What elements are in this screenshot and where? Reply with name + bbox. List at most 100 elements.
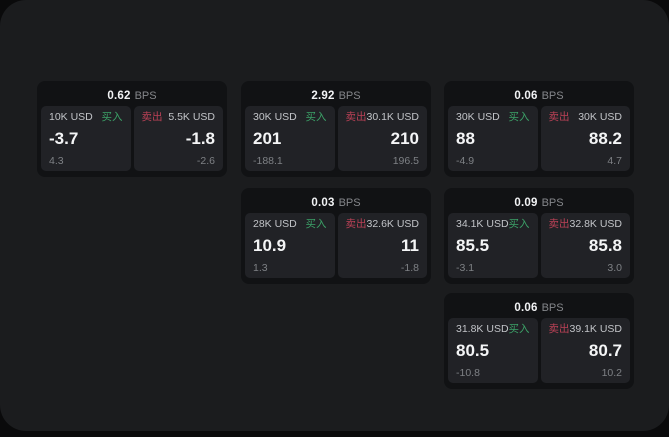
sell-amount: 32.6K USD (366, 218, 420, 230)
buy-sub-value: -188.1 (253, 155, 283, 167)
quote-card: 0.62 BPS 10K USD 买入 -3.7 4.3 卖出 5.5K USD (37, 81, 227, 177)
card-body: 31.8K USD 买入 80.5 -10.8 卖出 39.1K USD 80.… (448, 318, 630, 383)
buy-sub-value: 1.3 (253, 262, 268, 274)
sell-sub-value: 10.2 (601, 367, 622, 379)
buy-header-row: 34.1K USD 买入 (456, 218, 530, 230)
buy-price: 85.5 (456, 236, 490, 255)
card-body: 10K USD 买入 -3.7 4.3 卖出 5.5K USD -1.8 -2.… (41, 106, 223, 171)
buy-amount: 10K USD (49, 111, 93, 123)
bps-value: 0.09 (514, 196, 538, 209)
sell-header-row: 卖出 32.6K USD (346, 218, 420, 230)
card-body: 34.1K USD 买入 85.5 -3.1 卖出 32.8K USD 85.8… (448, 213, 630, 278)
buy-amount: 31.8K USD (456, 323, 509, 335)
buy-sub-value: -10.8 (456, 367, 480, 379)
buy-price: -3.7 (49, 129, 79, 148)
quote-card: 0.03 BPS 28K USD 买入 10.9 1.3 卖出 32.6K US… (241, 188, 431, 284)
bps-value: 2.92 (311, 89, 335, 102)
sell-header-row: 卖出 30.1K USD (346, 111, 420, 123)
sell-price: 85.8 (588, 236, 622, 255)
bps-value: 0.03 (311, 196, 335, 209)
bps-unit-label: BPS (338, 89, 361, 102)
sell-tag: 卖出 (345, 218, 367, 230)
sell-amount: 5.5K USD (168, 111, 215, 123)
buy-amount: 30K USD (253, 111, 297, 123)
card-header: 0.09 BPS (448, 192, 630, 213)
quote-card: 0.09 BPS 34.1K USD 买入 85.5 -3.1 卖出 32.8K… (444, 188, 634, 284)
sell-tag: 卖出 (141, 111, 163, 123)
sell-panel[interactable]: 卖出 39.1K USD 80.7 10.2 (540, 318, 630, 383)
sell-tag: 卖出 (548, 323, 570, 335)
sell-panel[interactable]: 卖出 30.1K USD 210 196.5 (337, 106, 427, 171)
buy-price: 201 (253, 129, 282, 148)
buy-sub-value: 4.3 (49, 155, 64, 167)
card-header: 0.03 BPS (245, 192, 427, 213)
sell-tag: 卖出 (548, 111, 570, 123)
bps-value: 0.06 (514, 301, 538, 314)
sell-header-row: 卖出 32.8K USD (549, 218, 623, 230)
buy-tag: 买入 (305, 218, 327, 230)
sell-sub-value: -1.8 (400, 262, 419, 274)
card-body: 30K USD 买入 88 -4.9 卖出 30K USD 88.2 4.7 (448, 106, 630, 171)
card-body: 30K USD 买入 201 -188.1 卖出 30.1K USD 210 1… (245, 106, 427, 171)
bps-unit-label: BPS (541, 89, 564, 102)
sell-header-row: 卖出 5.5K USD (142, 111, 216, 123)
buy-header-row: 10K USD 买入 (49, 111, 123, 123)
sell-header-row: 卖出 39.1K USD (549, 323, 623, 335)
bps-unit-label: BPS (338, 196, 361, 209)
buy-header-row: 30K USD 买入 (253, 111, 327, 123)
sell-sub-value: 4.7 (607, 155, 622, 167)
sell-amount: 30.1K USD (366, 111, 420, 123)
buy-price: 80.5 (456, 341, 490, 360)
buy-panel[interactable]: 34.1K USD 买入 85.5 -3.1 (448, 213, 538, 278)
buy-header-row: 30K USD 买入 (456, 111, 530, 123)
sell-panel[interactable]: 卖出 32.6K USD 11 -1.8 (337, 213, 427, 278)
sell-tag: 卖出 (345, 111, 367, 123)
buy-panel[interactable]: 28K USD 买入 10.9 1.3 (245, 213, 335, 278)
sell-sub-value: 3.0 (607, 262, 622, 274)
buy-tag: 买入 (508, 111, 530, 123)
buy-sub-value: -4.9 (456, 155, 475, 167)
buy-price: 10.9 (253, 236, 287, 255)
buy-tag: 买入 (305, 111, 327, 123)
sell-amount: 32.8K USD (569, 218, 623, 230)
buy-panel[interactable]: 10K USD 买入 -3.7 4.3 (41, 106, 131, 171)
sell-price: 11 (401, 236, 419, 255)
buy-panel[interactable]: 30K USD 买入 201 -188.1 (245, 106, 335, 171)
card-body: 28K USD 买入 10.9 1.3 卖出 32.6K USD 11 -1.8 (245, 213, 427, 278)
buy-sub-value: -3.1 (456, 262, 475, 274)
bps-value: 0.62 (107, 89, 131, 102)
sell-price: 80.7 (588, 341, 622, 360)
card-header: 0.06 BPS (448, 85, 630, 106)
sell-panel[interactable]: 卖出 30K USD 88.2 4.7 (540, 106, 630, 171)
quote-card: 2.92 BPS 30K USD 买入 201 -188.1 卖出 30.1K … (241, 81, 431, 177)
bps-unit-label: BPS (541, 196, 564, 209)
card-header: 0.62 BPS (41, 85, 223, 106)
buy-panel[interactable]: 30K USD 买入 88 -4.9 (448, 106, 538, 171)
sell-price: -1.8 (185, 129, 215, 148)
sell-amount: 39.1K USD (569, 323, 623, 335)
buy-header-row: 28K USD 买入 (253, 218, 327, 230)
sell-sub-value: -2.6 (196, 155, 215, 167)
buy-tag: 买入 (508, 218, 530, 230)
buy-price: 88 (456, 129, 475, 148)
sell-panel[interactable]: 卖出 32.8K USD 85.8 3.0 (540, 213, 630, 278)
bps-unit-label: BPS (134, 89, 157, 102)
quote-card: 0.06 BPS 31.8K USD 买入 80.5 -10.8 卖出 39.1… (444, 293, 634, 389)
buy-panel[interactable]: 31.8K USD 买入 80.5 -10.8 (448, 318, 538, 383)
bps-unit-label: BPS (541, 301, 564, 314)
sell-panel[interactable]: 卖出 5.5K USD -1.8 -2.6 (133, 106, 223, 171)
bps-value: 0.06 (514, 89, 538, 102)
sell-sub-value: 196.5 (392, 155, 419, 167)
buy-amount: 28K USD (253, 218, 297, 230)
buy-amount: 30K USD (456, 111, 500, 123)
sell-price: 210 (390, 129, 419, 148)
buy-tag: 买入 (101, 111, 123, 123)
buy-amount: 34.1K USD (456, 218, 509, 230)
sell-tag: 卖出 (548, 218, 570, 230)
sell-amount: 30K USD (578, 111, 622, 123)
buy-header-row: 31.8K USD 买入 (456, 323, 530, 335)
buy-tag: 买入 (508, 323, 530, 335)
sell-price: 88.2 (588, 129, 622, 148)
